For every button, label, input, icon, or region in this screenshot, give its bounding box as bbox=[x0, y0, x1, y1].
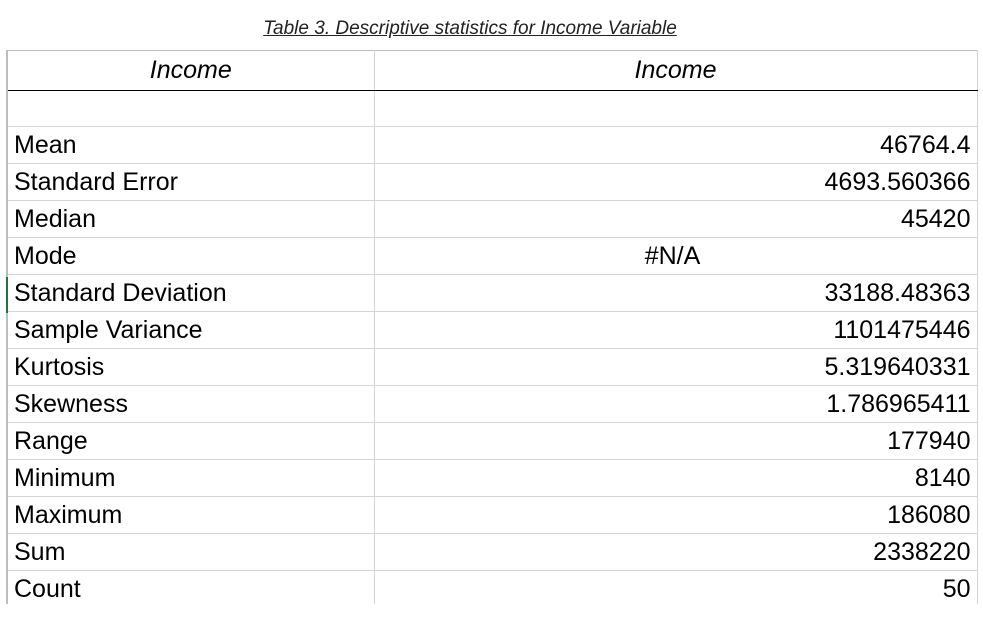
cell-label[interactable] bbox=[8, 90, 375, 127]
descriptive-statistics-table: Income Income Mean 46764.4 Standard Erro… bbox=[8, 50, 978, 604]
table-row: Standard Error 4693.560366 bbox=[8, 163, 978, 201]
table-row: Median 45420 bbox=[8, 200, 978, 238]
cell-label[interactable]: Sum bbox=[8, 533, 375, 571]
cell-value[interactable]: 2338220 bbox=[374, 533, 978, 571]
cell-value[interactable]: 50 bbox=[374, 570, 978, 604]
cell-value[interactable]: 8140 bbox=[374, 459, 978, 497]
cell-value[interactable]: #N/A bbox=[374, 237, 978, 275]
cell-value[interactable]: 177940 bbox=[374, 422, 978, 460]
table-row: Standard Deviation 33188.48363 bbox=[8, 274, 978, 312]
cell-label[interactable]: Sample Variance bbox=[8, 311, 375, 349]
cell-label[interactable]: Range bbox=[8, 422, 375, 460]
table-caption: Table 3. Descriptive statistics for Inco… bbox=[263, 18, 677, 39]
cell-value[interactable]: 1101475446 bbox=[374, 311, 978, 349]
table-row: Maximum 186080 bbox=[8, 496, 978, 534]
cell-label[interactable]: Mode bbox=[8, 237, 375, 275]
cell-value[interactable]: 1.786965411 bbox=[374, 385, 978, 423]
table-row: Mean 46764.4 bbox=[8, 126, 978, 164]
cell-label[interactable]: Minimum bbox=[8, 459, 375, 497]
active-cell-indicator bbox=[6, 277, 8, 313]
cell-value[interactable]: 4693.560366 bbox=[374, 163, 978, 201]
header-cell-value-column[interactable]: Income bbox=[374, 50, 978, 91]
table-row: Mode #N/A bbox=[8, 237, 978, 275]
cell-value[interactable]: 45420 bbox=[374, 200, 978, 238]
header-row: Income Income bbox=[8, 50, 978, 91]
cell-label[interactable]: Standard Deviation bbox=[8, 274, 375, 312]
cell-label[interactable]: Kurtosis bbox=[8, 348, 375, 386]
table-row: Count 50 bbox=[8, 570, 978, 604]
table-row-blank bbox=[8, 90, 978, 127]
cell-value[interactable]: 46764.4 bbox=[374, 126, 978, 164]
spreadsheet-table-region: Income Income Mean 46764.4 Standard Erro… bbox=[6, 50, 978, 604]
header-cell-label-column[interactable]: Income bbox=[8, 50, 375, 91]
cell-label[interactable]: Maximum bbox=[8, 496, 375, 534]
cell-label[interactable]: Mean bbox=[8, 126, 375, 164]
table-row: Sample Variance 1101475446 bbox=[8, 311, 978, 349]
cell-value[interactable]: 186080 bbox=[374, 496, 978, 534]
table-row: Skewness 1.786965411 bbox=[8, 385, 978, 423]
cell-label[interactable]: Skewness bbox=[8, 385, 375, 423]
table-row: Sum 2338220 bbox=[8, 533, 978, 571]
cell-value[interactable]: 5.319640331 bbox=[374, 348, 978, 386]
table-row: Minimum 8140 bbox=[8, 459, 978, 497]
cell-value[interactable] bbox=[374, 90, 978, 127]
cell-value[interactable]: 33188.48363 bbox=[374, 274, 978, 312]
table-row: Kurtosis 5.319640331 bbox=[8, 348, 978, 386]
cell-label[interactable]: Standard Error bbox=[8, 163, 375, 201]
cell-label[interactable]: Median bbox=[8, 200, 375, 238]
table-row: Range 177940 bbox=[8, 422, 978, 460]
cell-label[interactable]: Count bbox=[8, 570, 375, 604]
